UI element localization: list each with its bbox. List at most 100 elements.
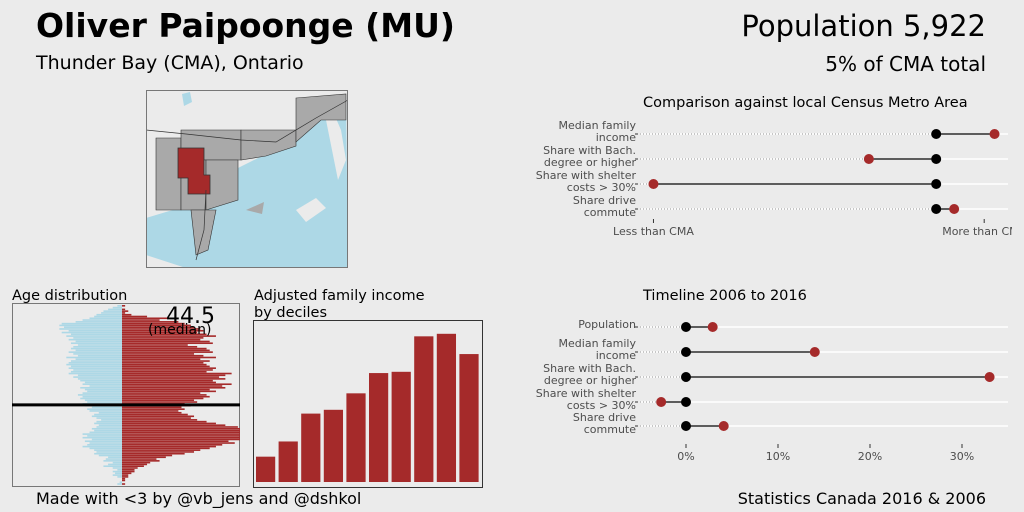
age-bar-left (103, 460, 122, 462)
age-bar-left (89, 431, 122, 434)
age-bar-right (122, 401, 198, 403)
category-label: Share drive commute (573, 411, 636, 436)
age-bar-left (94, 452, 122, 455)
plot-frame (253, 320, 483, 488)
age-bar-right (122, 460, 160, 462)
age-bar-left (96, 451, 122, 453)
age-bar-left (75, 349, 122, 352)
age-bar-left (89, 442, 122, 444)
credit-footer: Made with <3 by @vb_jens and @dshkol (36, 489, 362, 508)
age-bar-right (122, 424, 226, 427)
category-label: Share with shelter costs > 30% (536, 169, 637, 194)
age-bar-left (73, 353, 122, 355)
income-decile-bar (369, 373, 389, 482)
age-bar-right (122, 353, 195, 355)
age-bar-left (77, 394, 122, 396)
age-bar-left (108, 463, 122, 466)
age-bar-left (87, 444, 122, 446)
age-chart (12, 303, 240, 487)
age-bar-left (89, 317, 122, 320)
age-bar-left (112, 461, 122, 464)
age-bar-right (122, 367, 216, 369)
age-bar-left (66, 335, 122, 337)
age-bar-left (87, 390, 122, 393)
age-bar-left (108, 456, 122, 459)
age-bar-left (112, 306, 122, 309)
age-bar-right (122, 363, 207, 366)
age-bar-right (122, 337, 204, 339)
age-bar-right (122, 388, 210, 391)
age-bar-left (91, 406, 122, 409)
population-label: Population 5,922 (741, 9, 986, 43)
age-bar-right (122, 310, 129, 312)
age-bar-left (91, 438, 122, 441)
age-bar-right (122, 444, 223, 446)
age-bar-left (68, 362, 122, 364)
age-bar-right (122, 463, 148, 466)
age-bar-left (96, 426, 122, 428)
age-bar-left (112, 470, 122, 473)
x-tick-label: More than CMA (942, 225, 1012, 238)
age-bar-right (122, 344, 188, 346)
age-bar-right (122, 397, 204, 400)
age-bar-left (70, 360, 122, 362)
age-bar-left (84, 381, 122, 384)
age-bar-left (82, 436, 122, 439)
age-bar-left (98, 411, 122, 414)
municipality-point (648, 179, 659, 189)
median-age-label: (median) (148, 322, 212, 338)
age-bar-left (98, 424, 122, 427)
age-bar-left (101, 312, 122, 314)
x-tick-label: 30% (950, 450, 974, 463)
age-bar-left (70, 347, 122, 350)
age-bar-left (66, 363, 122, 366)
age-bar-right (122, 342, 213, 345)
age-bar-left (59, 324, 122, 327)
municipality-point (984, 372, 995, 382)
age-bar-right (122, 465, 144, 467)
age-bar-right (122, 335, 216, 337)
age-bar-right (122, 452, 185, 455)
age-bar-right (122, 436, 240, 439)
age-bar-left (73, 345, 122, 348)
age-bar-left (84, 388, 122, 391)
age-bar-right (122, 347, 207, 350)
municipality-point (718, 421, 729, 431)
category-label: Share with shelter costs > 30% (536, 387, 637, 412)
cma-point (931, 129, 942, 139)
age-bar-right (122, 442, 235, 444)
income-decile-bar (323, 409, 344, 482)
age-bar-left (73, 369, 122, 371)
age-bar-right (122, 440, 229, 443)
age-bar-right (122, 319, 160, 321)
income-decile-bar (301, 413, 321, 482)
age-bar-right (122, 406, 182, 409)
cma-point (931, 179, 942, 189)
age-bar-left (82, 319, 122, 321)
age-bar-right (122, 381, 216, 384)
page-title: Oliver Paipoonge (MU) (36, 6, 455, 45)
age-bar-right (122, 376, 220, 378)
age-bar-left (75, 358, 122, 361)
age-bar-right (122, 390, 216, 393)
median-age-value: 44.5 (166, 304, 215, 329)
page-subtitle: Thunder Bay (CMA), Ontario (36, 52, 304, 74)
age-bar-right (122, 328, 201, 330)
age-bar-right (122, 445, 216, 448)
age-bar-right (122, 431, 240, 434)
age-bar-right (122, 435, 240, 437)
region-map (146, 90, 348, 268)
age-bar-left (112, 467, 122, 469)
comparison-title: Comparison against local Census Metro Ar… (643, 95, 968, 111)
age-bar-left (89, 410, 122, 412)
age-bar-left (68, 338, 122, 341)
age-bar-right (122, 408, 185, 410)
age-bar-left (80, 397, 122, 400)
income-chart (253, 320, 483, 488)
age-bar-right (122, 458, 157, 460)
age-bar-left (94, 315, 122, 318)
age-bar-left (91, 415, 122, 418)
age-bar-left (117, 468, 122, 471)
age-bar-right (122, 451, 195, 453)
